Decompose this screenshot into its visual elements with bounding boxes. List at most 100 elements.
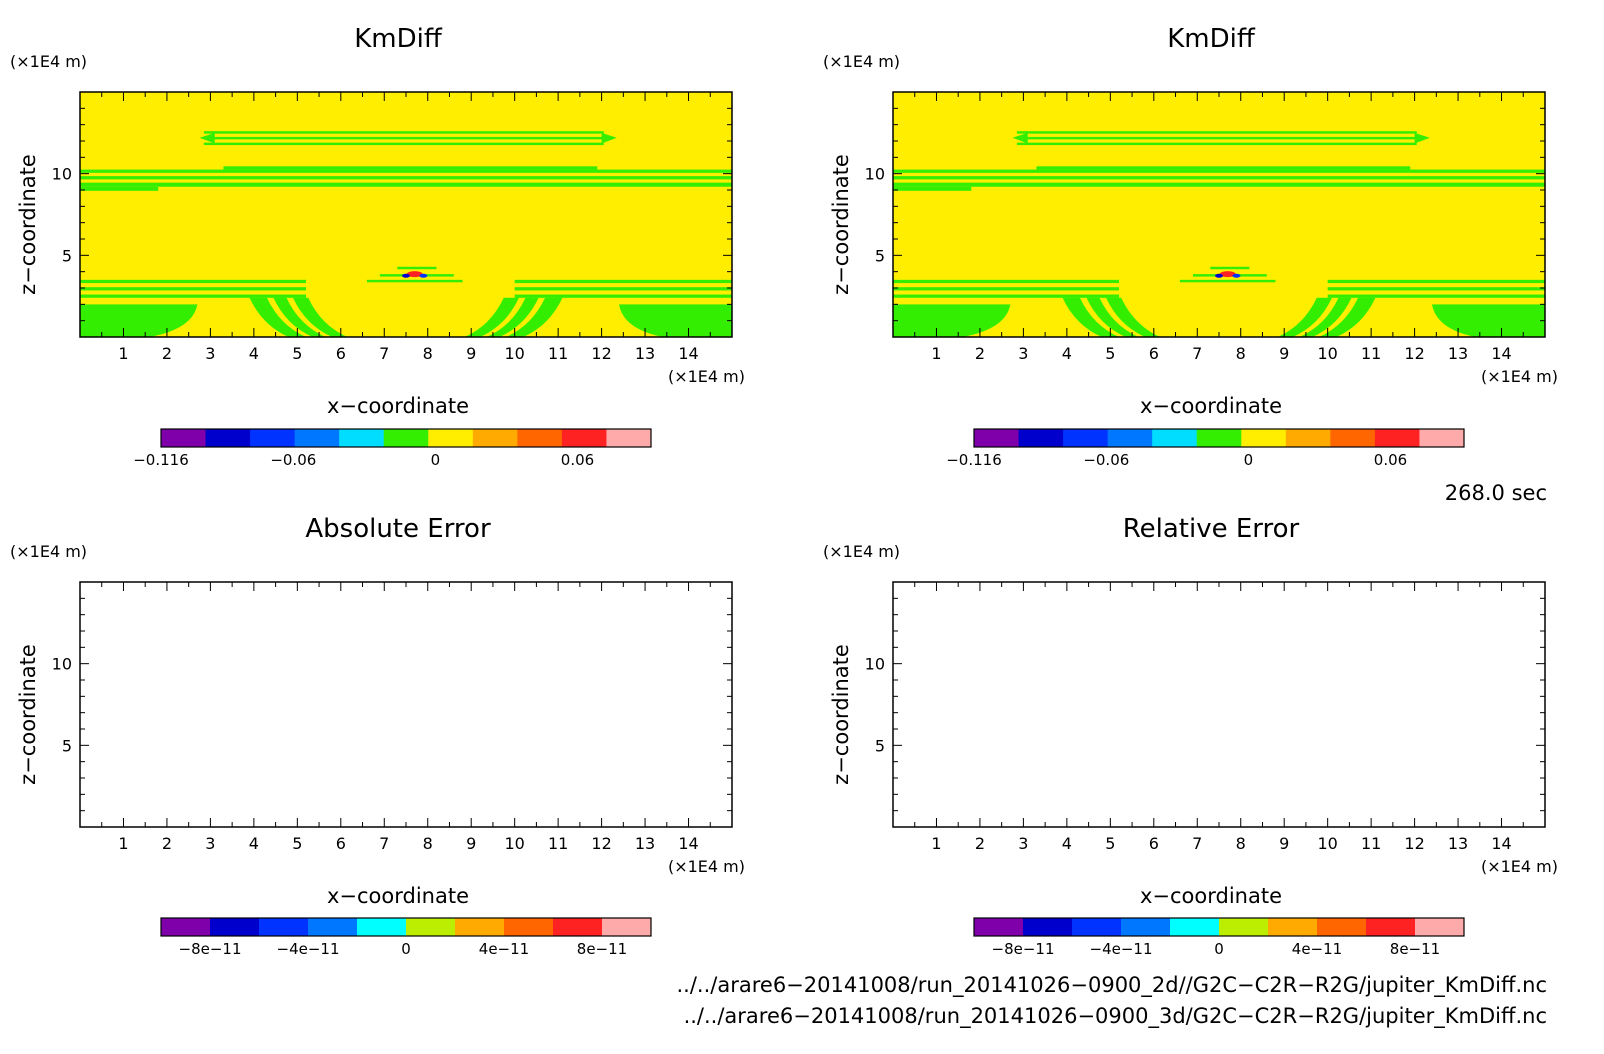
- x-axis-label: x−coordinate: [1140, 394, 1282, 418]
- colorbar-frame: [973, 917, 1465, 937]
- colorbar-swatch: [406, 918, 456, 936]
- colorbar-swatch: [602, 918, 652, 936]
- y-tick-label: 10: [52, 655, 72, 674]
- colorbar: −0.116 −0.06 0 0.06: [946, 428, 1465, 469]
- colorbar-tick-label: −0.06: [1083, 451, 1129, 469]
- colorbar-tick-label: 4e−11: [1292, 940, 1342, 958]
- x-tick-label: 13: [635, 344, 655, 363]
- x-tick-label: 13: [635, 834, 655, 853]
- field-plume-right-1: [1318, 297, 1376, 337]
- x-tick-label: 2: [975, 834, 985, 853]
- field-band-mid-3: [893, 182, 1545, 187]
- x-unit-label: (×1E4 m): [668, 857, 745, 876]
- field-band-low-left-3: [893, 294, 1120, 298]
- y-axis-label: z−coordinate: [829, 154, 853, 295]
- colorbar-swatch: [974, 918, 1024, 936]
- field-band-low-right-2: [514, 287, 732, 291]
- field-center-blue-2: [1232, 273, 1241, 278]
- field-band-low-left-1: [893, 279, 1120, 284]
- colorbar-swatch: [1072, 918, 1122, 936]
- colorbar-frame: [160, 917, 652, 937]
- x-tick-label: 4: [1062, 344, 1072, 363]
- field-center-band-1: [366, 279, 463, 283]
- x-tick-label: 10: [504, 344, 524, 363]
- y-tick-label: 5: [875, 246, 885, 265]
- colorbar-swatch: [1241, 429, 1287, 447]
- colorbar-tick-label: 0.06: [1374, 451, 1407, 469]
- colorbar-tick-label: 0: [431, 451, 441, 469]
- colorbar-swatch: [1152, 429, 1198, 447]
- x-tick-label: 14: [678, 834, 698, 853]
- x-tick-label: 9: [466, 834, 476, 853]
- x-tick-label: 3: [1018, 834, 1028, 853]
- field-band-mid-4: [893, 186, 972, 191]
- colorbar-swatch: [1170, 918, 1220, 936]
- x-tick-label: 7: [1192, 834, 1202, 853]
- colorbar-swatch: [161, 429, 207, 447]
- field-background: [893, 92, 1545, 337]
- field-band-mid-2: [80, 176, 732, 180]
- field-band-upper-tip-right: [1414, 132, 1430, 144]
- y-axis-label: z−coordinate: [16, 644, 40, 785]
- field-center-band-3: [1210, 266, 1250, 270]
- field-band-low-left-2: [80, 287, 307, 291]
- x-tick-label: 7: [379, 834, 389, 853]
- x-unit-label: (×1E4 m): [1481, 857, 1558, 876]
- colorbar-swatch: [1107, 429, 1153, 447]
- y-axis-label: z−coordinate: [829, 644, 853, 785]
- field-band-upper-tip-right: [601, 132, 617, 144]
- field-plume-left-1: [249, 297, 307, 337]
- colorbar-tick-label: −8e−11: [179, 940, 242, 958]
- colorbar-tick-label: −8e−11: [992, 940, 1055, 958]
- panel-title: Absolute Error: [305, 514, 491, 544]
- x-tick-label: 2: [975, 344, 985, 363]
- panel-3: Absolute Error(×1E4 m)1 2 3 4 5 6 7 8 9 10 11 12 13 1…: [10, 514, 745, 958]
- x-tick-label: 14: [1491, 834, 1511, 853]
- field-plume-right-3: [1277, 297, 1333, 337]
- field-plume-left-1: [1062, 297, 1120, 337]
- colorbar-swatch: [1374, 429, 1420, 447]
- panel-2: KmDiff(×1E4 m)1 2 3 4 5 6 7 8 9 10 11 12 13 14510(×1E…: [823, 24, 1558, 469]
- colorbar-swatch: [561, 429, 607, 447]
- x-tick-label: 8: [423, 834, 433, 853]
- field-band-low-right-3: [514, 294, 732, 298]
- panel-4: Relative Error(×1E4 m)1 2 3 4 5 6 7 8 9 10 11 12 13 1…: [823, 514, 1558, 958]
- colorbar-frame: [973, 428, 1465, 448]
- x-tick-label: 8: [1236, 834, 1246, 853]
- colorbar-swatch: [1121, 918, 1171, 936]
- field-center-band-3: [397, 266, 437, 270]
- field-band-mid-2: [893, 176, 1545, 180]
- x-tick-label: 6: [336, 344, 346, 363]
- x-tick-label: 12: [1404, 834, 1424, 853]
- field-plume-left-3: [1105, 297, 1161, 337]
- field-band-low-right-1: [1327, 279, 1545, 284]
- y-tick-label: 10: [52, 165, 72, 184]
- colorbar-tick-label: −0.116: [133, 451, 189, 469]
- field-band-mid-5: [1036, 166, 1411, 170]
- colorbar-swatch: [553, 918, 603, 936]
- field-band-low-left-1: [80, 279, 307, 284]
- colorbar-swatch: [1219, 918, 1269, 936]
- x-tick-label: 11: [548, 834, 568, 853]
- field-plume-left-2: [273, 297, 326, 337]
- colorbar-swatch: [339, 429, 385, 447]
- field-center-red: [406, 271, 423, 278]
- x-tick-label: 10: [1317, 834, 1337, 853]
- y-axis-label: z−coordinate: [16, 154, 40, 295]
- field-center-blue: [402, 273, 410, 278]
- colorbar-swatch: [210, 918, 260, 936]
- colorbar-swatch: [259, 918, 309, 936]
- colorbar-swatch: [205, 429, 251, 447]
- x-tick-label: 10: [1317, 344, 1337, 363]
- field-band-upper-3: [203, 142, 604, 146]
- y-tick-label: 5: [62, 246, 72, 265]
- x-tick-label: 14: [678, 344, 698, 363]
- colorbar-swatch: [455, 918, 505, 936]
- field-center-blue: [1215, 273, 1223, 278]
- field-band-mid-1: [80, 169, 732, 173]
- colorbar-swatch: [472, 429, 518, 447]
- x-tick-label: 12: [591, 344, 611, 363]
- colorbar-swatch: [1268, 918, 1318, 936]
- field-plume-right-3: [464, 297, 520, 337]
- y-unit-label: (×1E4 m): [10, 542, 87, 561]
